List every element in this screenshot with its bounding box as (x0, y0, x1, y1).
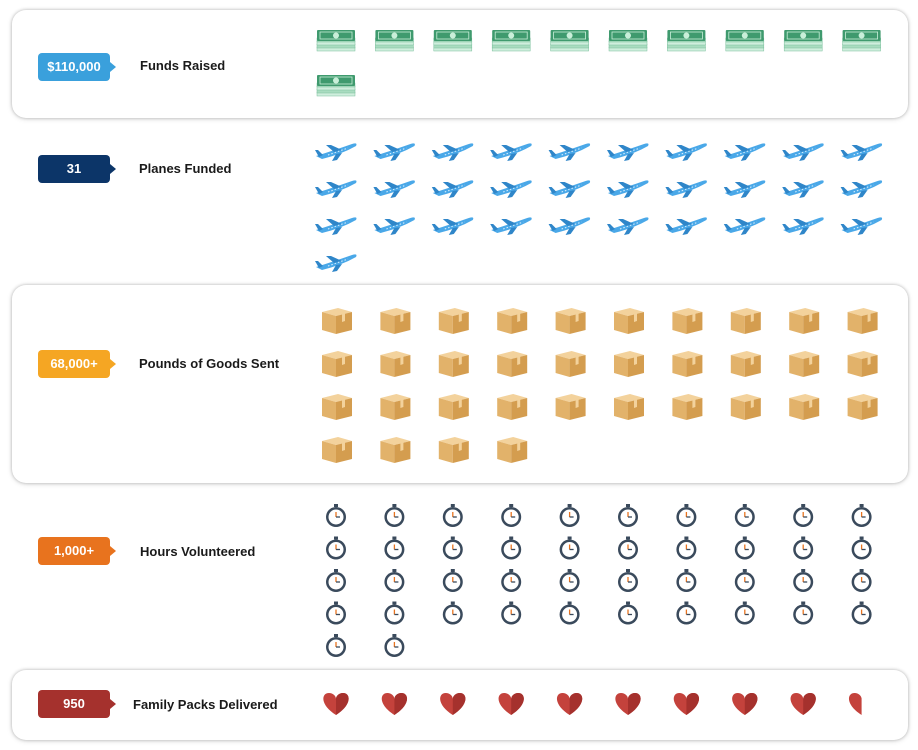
planes-airplane-icon-13 (431, 180, 474, 198)
hours-stopwatch-icon-13 (442, 536, 463, 560)
goods-label: Pounds of Goods Sent (139, 356, 280, 371)
funds-row (12, 10, 908, 118)
hours-label: Hours Volunteered (140, 544, 256, 559)
planes-airplane-icon-12 (373, 180, 415, 198)
hours-stopwatch-icon-26 (618, 569, 638, 592)
hours-stopwatch-icon-1 (326, 504, 346, 527)
planes-airplane-icon-8 (723, 143, 766, 161)
hours-stopwatch-icon-3 (442, 504, 463, 527)
hours-stopwatch-icon-35 (559, 601, 580, 625)
hours-stopwatch-icon-11 (326, 536, 346, 560)
planes-airplane-icon-17 (665, 180, 707, 198)
hours-stopwatch-icon-39 (793, 601, 814, 625)
hours-stopwatch-icon-31 (326, 601, 346, 625)
hours-stopwatch-icon-12 (384, 536, 405, 560)
hours-stopwatch-icon-29 (793, 569, 814, 592)
planes-airplane-icon-24 (490, 217, 532, 235)
planes-airplane-icon-15 (548, 180, 591, 198)
planes-airplane-icon-27 (665, 217, 707, 235)
planes-label: Planes Funded (139, 161, 232, 176)
hours-stopwatch-icon-15 (559, 536, 580, 560)
planes-airplane-icon-30 (840, 217, 883, 235)
planes-airplane-icon-6 (607, 143, 649, 161)
hours-stopwatch-icon-34 (501, 601, 522, 625)
hours-stopwatch-icon-42 (384, 634, 405, 657)
hours-stopwatch-icon-9 (793, 504, 814, 527)
hours-stopwatch-icon-25 (559, 569, 580, 592)
hours-stopwatch-icon-6 (618, 504, 638, 527)
planes-airplane-icon-3 (431, 143, 474, 161)
planes-airplane-icon-1 (315, 143, 357, 161)
goods-value-badge: 68,000+ (38, 350, 116, 378)
planes-airplane-icon-21 (315, 217, 357, 235)
planes-airplane-icon-31 (315, 254, 357, 272)
hours-stopwatch-icon-33 (442, 601, 463, 625)
planes-airplane-icon-28 (723, 217, 766, 235)
goods-row (12, 285, 908, 483)
hours-stopwatch-icon-28 (734, 569, 755, 592)
planes-airplane-icon-14 (490, 180, 532, 198)
planes-airplane-icon-5 (548, 143, 591, 161)
planes-airplane-icon-18 (723, 180, 766, 198)
hours-stopwatch-icon-24 (501, 569, 522, 592)
planes-airplane-icon-10 (840, 143, 883, 161)
planes-value-badge: 31 (38, 155, 116, 183)
planes-airplane-icon-4 (490, 143, 532, 161)
planes-airplane-icon-26 (607, 217, 649, 235)
hours-stopwatch-icon-16 (618, 536, 638, 560)
hours-stopwatch-icon-21 (326, 569, 346, 592)
planes-airplane-icon-29 (782, 217, 824, 235)
hours-stopwatch-icon-38 (734, 601, 755, 625)
planes-airplane-icon-16 (607, 180, 649, 198)
hours-stopwatch-icon-19 (793, 536, 814, 560)
hours-stopwatch-icon-18 (734, 536, 755, 560)
funds-label: Funds Raised (140, 58, 226, 73)
hours-stopwatch-icon-30 (851, 569, 872, 592)
hours-stopwatch-icon-36 (618, 601, 638, 625)
hours-stopwatch-icon-10 (851, 504, 872, 527)
hours-stopwatch-icon-8 (734, 504, 755, 527)
packs-value-badge: 950 (38, 690, 116, 718)
planes-airplane-icon-11 (315, 180, 357, 198)
hours-stopwatch-icon-32 (384, 601, 405, 625)
hours-stopwatch-icon-22 (384, 569, 405, 592)
packs-label: Family Packs Delivered (133, 697, 278, 712)
hours-stopwatch-icon-2 (384, 504, 405, 527)
hours-stopwatch-icon-14 (501, 536, 522, 560)
planes-airplane-icon-23 (431, 217, 474, 235)
funds-value-badge: $110,000 (38, 53, 116, 81)
hours-stopwatch-icon-41 (326, 634, 346, 657)
planes-airplane-icon-22 (373, 217, 415, 235)
hours-value-badge: 1,000+ (38, 537, 116, 565)
planes-airplane-icon-20 (840, 180, 883, 198)
hours-stopwatch-icon-17 (676, 536, 697, 560)
hours-stopwatch-icon-20 (851, 536, 872, 560)
hours-stopwatch-icon-23 (442, 569, 463, 592)
planes-airplane-icon-19 (782, 180, 824, 198)
planes-airplane-icon-25 (548, 217, 591, 235)
hours-stopwatch-icon-7 (676, 504, 697, 527)
hours-stopwatch-icon-40 (851, 601, 872, 625)
hours-stopwatch-icon-5 (559, 504, 580, 527)
planes-airplane-icon-9 (782, 143, 824, 161)
hours-stopwatch-icon-4 (501, 504, 522, 527)
hours-stopwatch-icon-37 (676, 601, 697, 625)
planes-airplane-icon-2 (373, 143, 415, 161)
hours-stopwatch-icon-27 (676, 569, 697, 592)
planes-airplane-icon-7 (665, 143, 707, 161)
